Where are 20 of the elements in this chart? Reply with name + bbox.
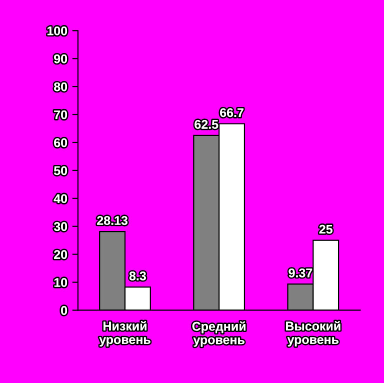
y-tick-label: 70 xyxy=(54,110,68,120)
data-label: 62.5 xyxy=(194,120,218,129)
data-label: 66.7 xyxy=(220,108,244,118)
x-tick-label: Средний уровень xyxy=(192,321,246,347)
y-tick-label: 30 xyxy=(54,222,68,232)
y-tick-label: 40 xyxy=(54,194,68,204)
y-tick-label: 80 xyxy=(54,82,68,92)
y-tick-label: 100 xyxy=(47,26,68,36)
data-label: 9.37 xyxy=(288,268,312,278)
y-tick-label: 90 xyxy=(54,54,68,64)
data-label: 25 xyxy=(319,224,332,234)
data-label: 8.3 xyxy=(129,272,146,280)
y-tick-label: 10 xyxy=(54,278,68,287)
y-tick-label: 50 xyxy=(54,166,68,176)
y-tick-label: 60 xyxy=(54,138,68,148)
y-tick-label: 0 xyxy=(61,306,68,315)
y-tick-label: 20 xyxy=(54,250,68,259)
data-label: 28.13 xyxy=(97,216,128,225)
x-tick-label: Высокий уровень xyxy=(286,321,340,346)
x-tick-label: Низкий уровень xyxy=(99,321,150,346)
